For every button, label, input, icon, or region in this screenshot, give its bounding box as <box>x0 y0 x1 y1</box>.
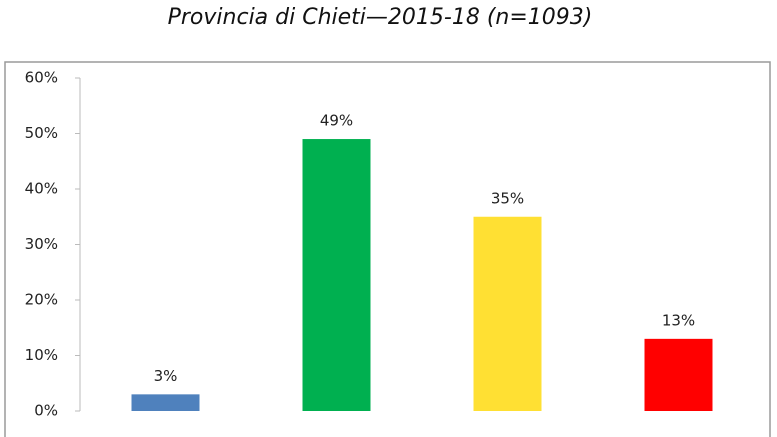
bar <box>644 338 713 411</box>
y-tick-label: 60% <box>25 69 58 87</box>
y-tick-label: 50% <box>25 124 58 142</box>
bar <box>473 216 542 411</box>
data-label: 13% <box>662 311 695 329</box>
y-tick-label: 30% <box>25 235 58 253</box>
y-tick-label: 40% <box>25 180 58 198</box>
data-label: 3% <box>154 367 178 385</box>
y-tick-label: 20% <box>25 291 58 309</box>
data-label: 49% <box>320 112 353 130</box>
bar <box>302 139 371 412</box>
y-tick-label: 0% <box>34 402 58 420</box>
bar <box>131 394 200 411</box>
y-tick-label: 10% <box>25 346 58 364</box>
chart-frame <box>4 61 771 437</box>
data-label: 35% <box>491 189 524 207</box>
chart-title: Provincia di Chieti—2015-18 (n=1093) <box>168 5 593 30</box>
